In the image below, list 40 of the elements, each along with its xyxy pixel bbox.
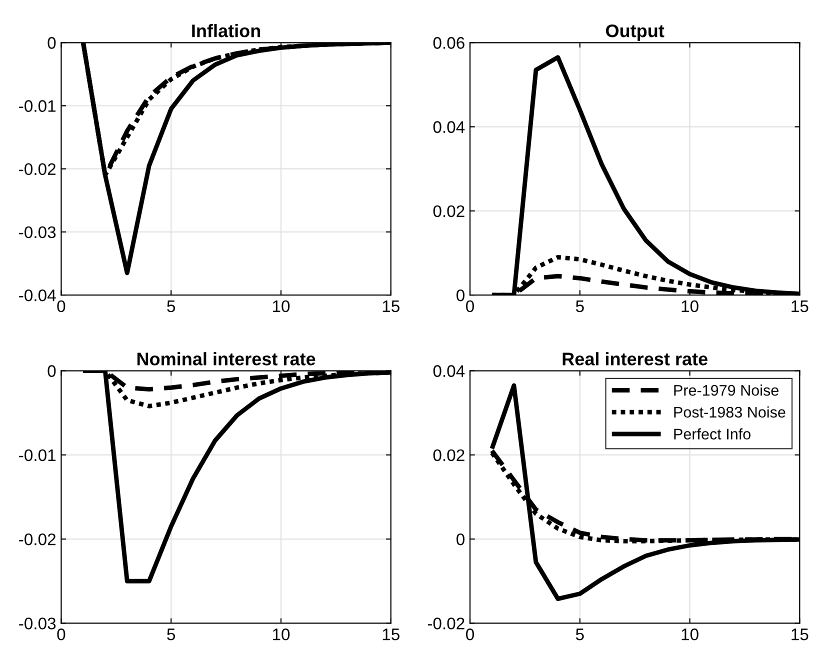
- x-tick-label: 0: [466, 628, 474, 640]
- chart-title: Output: [606, 24, 664, 41]
- y-tick-label: 0.02: [433, 449, 464, 462]
- x-tick-label: 15: [382, 300, 400, 312]
- x-tick-label: 10: [682, 628, 698, 640]
- legend-label: Pre-1979 Noise: [674, 384, 778, 396]
- y-tick-label: 0: [456, 289, 464, 302]
- x-tick-label: 0: [57, 300, 66, 312]
- x-tick-label: 5: [576, 628, 584, 640]
- x-tick-label: 5: [576, 300, 584, 312]
- x-tick-label: 15: [792, 628, 808, 640]
- y-tick-label: 0: [48, 365, 56, 377]
- x-tick-label: 10: [272, 300, 290, 312]
- legend-label: Perfect Info: [674, 428, 750, 440]
- y-tick-label: -0.02: [428, 618, 464, 630]
- x-tick-label: 10: [272, 628, 290, 640]
- y-tick-label: -0.03: [19, 618, 56, 630]
- chart-title: Nominal interest rate: [137, 352, 316, 366]
- x-tick-label: 0: [57, 628, 66, 640]
- y-tick-label: -0.03: [19, 226, 56, 238]
- y-tick-label: -0.02: [19, 533, 56, 546]
- y-tick-label: 0: [48, 37, 56, 49]
- y-tick-label: 0.04: [433, 121, 465, 133]
- x-tick-label: 0: [466, 300, 474, 312]
- x-tick-label: 5: [167, 628, 176, 640]
- legend-label: Post-1983 Noise: [674, 406, 786, 418]
- y-tick-label: 0: [456, 533, 464, 546]
- chart-title: Real interest rate: [562, 352, 708, 366]
- y-tick-label: 0.04: [433, 365, 465, 377]
- y-tick-label: -0.04: [19, 289, 56, 302]
- x-tick-label: 15: [382, 628, 400, 640]
- y-tick-label: -0.02: [19, 163, 56, 176]
- x-tick-label: 15: [792, 300, 808, 312]
- y-tick-label: 0.06: [433, 37, 464, 49]
- x-tick-label: 5: [167, 300, 176, 312]
- y-tick-label: 0.02: [433, 205, 464, 218]
- x-tick-label: 10: [682, 300, 698, 312]
- y-tick-label: -0.01: [19, 100, 56, 112]
- y-tick-label: -0.01: [19, 449, 56, 462]
- chart-title: Inflation: [192, 24, 260, 38]
